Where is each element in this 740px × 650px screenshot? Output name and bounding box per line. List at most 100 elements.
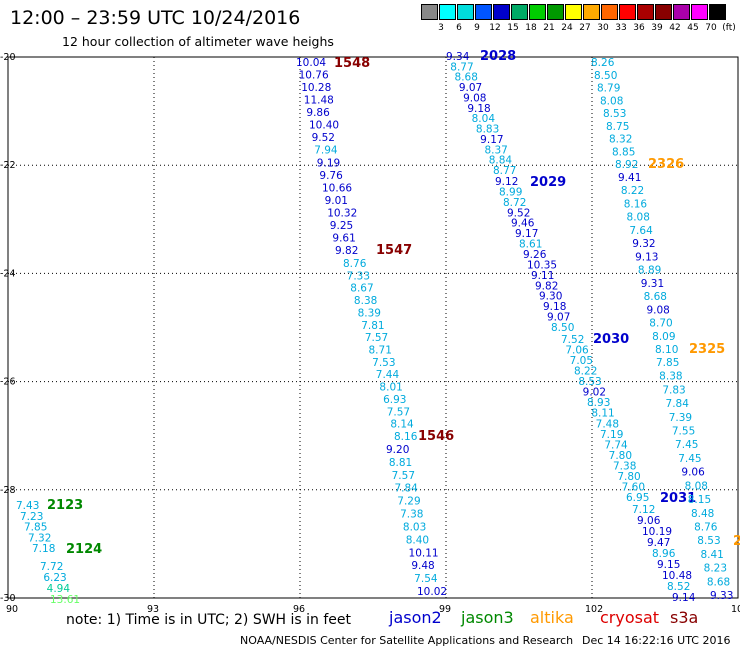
- wave-height-value: 8.15: [688, 494, 711, 506]
- pass-time-label-clipped: 2: [733, 534, 740, 549]
- page-subtitle: 12 hour collection of altimeter wave hei…: [62, 34, 334, 49]
- wave-height-value: 9.12: [495, 176, 518, 188]
- sat-label-cryosat: cryosat: [600, 608, 660, 627]
- wave-height-value: 9.47: [647, 537, 670, 549]
- wave-height-value: 10.66: [322, 182, 352, 194]
- pass-time-label: 1548: [334, 56, 370, 71]
- wave-height-value: 9.41: [618, 172, 641, 184]
- legend-swatch: [421, 4, 438, 20]
- wave-height-value: 8.72: [503, 197, 526, 209]
- wave-height-value: 9.01: [325, 195, 348, 207]
- wave-height-value: 9.82: [535, 280, 558, 292]
- y-tick-label: -22: [0, 160, 16, 171]
- x-tick-label: 99: [439, 604, 451, 615]
- x-tick-label: 102: [585, 604, 603, 615]
- wave-height-value: 7.57: [387, 406, 410, 418]
- legend-swatch: [583, 4, 600, 20]
- y-tick-label: -26: [0, 377, 16, 388]
- legend-label: 42: [669, 23, 681, 33]
- wave-height-value: 7.29: [397, 496, 420, 508]
- wave-height-value: 9.76: [319, 170, 343, 182]
- y-tick-label: -28: [0, 485, 16, 496]
- wave-height-value: 8.48: [691, 508, 714, 520]
- sat-label-jason3: jason3: [461, 608, 514, 627]
- wave-height-value: 9.26: [523, 249, 547, 261]
- wave-height-value: 10.11: [409, 547, 439, 559]
- wave-height-value: 9.02: [583, 387, 606, 399]
- wave-height-value: 7.55: [672, 426, 695, 438]
- wave-height-value: 8.38: [354, 295, 377, 307]
- wave-height-value: 8.53: [578, 376, 601, 388]
- wave-height-value: 7.80: [617, 471, 640, 483]
- legend-label: 15: [507, 23, 519, 33]
- wave-height-value: 9.18: [543, 301, 566, 313]
- wave-height-value: 8.71: [369, 345, 392, 357]
- wave-height-value: 7.72: [40, 561, 63, 573]
- sat-label-jason2: jason2: [389, 608, 442, 627]
- wave-height-value: 7.43: [16, 500, 39, 512]
- wave-height-value: 8.68: [707, 576, 730, 588]
- wave-height-value: 7.74: [604, 439, 628, 451]
- wave-height-value: 8.67: [350, 283, 373, 295]
- wave-height-value: 8.38: [659, 371, 682, 383]
- wave-height-value: 9.17: [515, 228, 538, 240]
- wave-height-value: 9.61: [332, 232, 355, 244]
- wave-height-value: 8.14: [390, 419, 414, 431]
- wave-height-value: 8.81: [389, 457, 412, 469]
- wave-height-value: 8.77: [450, 61, 473, 73]
- wave-height-value: 8.22: [621, 185, 644, 197]
- wave-height-value: 8.77: [493, 165, 516, 177]
- wave-height-value: 7.52: [561, 334, 584, 346]
- wave-height-value: 8.68: [644, 291, 667, 303]
- legend-label: 45: [687, 23, 699, 33]
- wave-height-value: 8.41: [700, 549, 723, 561]
- wave-height-value: 8.75: [606, 121, 629, 133]
- wave-height-value: 8.16: [394, 431, 418, 443]
- legend-label: (ft): [722, 23, 736, 33]
- wave-height-value: 7.81: [361, 320, 384, 332]
- wave-height-value: 7.54: [414, 573, 438, 585]
- wave-height-value: 9.18: [467, 103, 490, 115]
- wave-height-value: 8.53: [697, 535, 720, 547]
- wave-height-value: 9.11: [531, 270, 554, 282]
- legend-label: 9: [474, 23, 480, 33]
- wave-height-value: 7.64: [629, 225, 653, 237]
- wave-height-value: 10.76: [299, 70, 329, 82]
- legend-swatch: [637, 4, 654, 20]
- wave-height-value: 8.85: [612, 146, 635, 158]
- legend-swatch: [439, 4, 456, 20]
- wave-height-value: 8.76: [343, 258, 367, 270]
- wave-height-value: 8.89: [638, 265, 661, 277]
- wave-height-value: 7.94: [314, 145, 338, 157]
- legend-label: 33: [615, 23, 627, 33]
- wave-height-value: 7.18: [32, 543, 55, 555]
- wave-height-value: 10.19: [642, 526, 672, 538]
- wave-height-value: 7.06: [565, 345, 589, 357]
- wave-height-value: 9.52: [507, 207, 530, 219]
- wave-height-value: 7.80: [609, 450, 632, 462]
- x-tick-label: 96: [293, 604, 305, 615]
- y-tick-label: -30: [0, 593, 16, 604]
- wave-height-value: 7.44: [376, 369, 400, 381]
- wave-height-value: 8.79: [597, 83, 620, 95]
- wave-height-value: 7.05: [570, 355, 593, 367]
- wave-height-value: 9.82: [335, 245, 358, 257]
- legend-label: 36: [633, 23, 645, 33]
- wave-height-value: 9.19: [317, 157, 340, 169]
- wave-height-value: 8.08: [600, 95, 623, 107]
- pass-time-label: 2030: [593, 332, 629, 347]
- wave-height-value: 8.32: [609, 134, 632, 146]
- legend-swatch: [691, 4, 708, 20]
- pass-time-label: 2325: [689, 342, 725, 357]
- wave-height-value: 7.57: [365, 332, 388, 344]
- wave-height-value: 8.39: [358, 307, 381, 319]
- legend-swatch: [511, 4, 528, 20]
- wave-height-value: 10.28: [301, 82, 331, 94]
- wave-height-value: 9.20: [386, 444, 409, 456]
- wave-height-value: 7.85: [656, 357, 679, 369]
- wave-height-value: 7.19: [600, 429, 623, 441]
- legend-label: 30: [597, 23, 609, 33]
- pass-time-label: 1547: [376, 243, 412, 258]
- legend-label: 18: [525, 23, 537, 33]
- wave-height-value: 8.04: [472, 113, 496, 125]
